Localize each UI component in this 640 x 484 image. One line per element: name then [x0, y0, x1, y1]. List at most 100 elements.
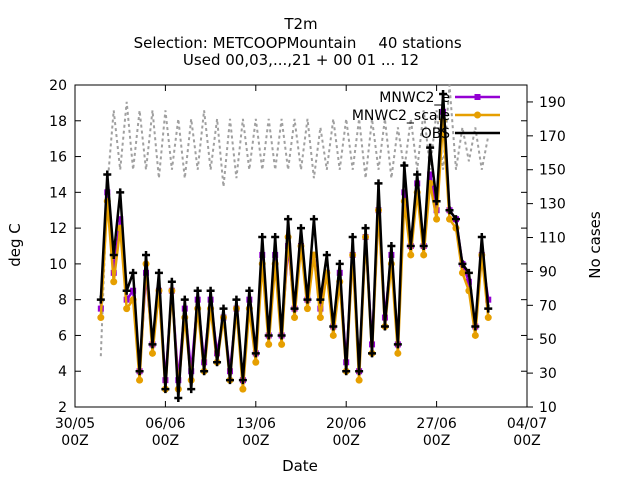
- data-point: [271, 233, 280, 242]
- data-point: [374, 179, 383, 188]
- data-point: [316, 295, 325, 304]
- x-tick-label: 30/05: [55, 416, 95, 432]
- y-axis-label: deg C: [6, 223, 24, 267]
- data-point: [329, 322, 338, 331]
- y-tick-label: 12: [49, 221, 67, 237]
- data-point: [265, 340, 273, 348]
- data-point: [329, 331, 337, 339]
- data-point: [484, 314, 492, 322]
- legend-label: OBS: [421, 126, 450, 142]
- data-point: [445, 206, 454, 215]
- data-point: [303, 295, 312, 304]
- chart-subtitle-used: Used 00,03,...,21 + 00 01 ... 12: [183, 51, 419, 69]
- data-point: [484, 304, 493, 313]
- data-point: [471, 322, 480, 331]
- data-point: [406, 242, 415, 250]
- data-point: [206, 286, 215, 295]
- data-point: [439, 89, 448, 98]
- x-tick-label: 06/06: [145, 416, 185, 432]
- data-point: [387, 242, 396, 250]
- data-point: [309, 215, 318, 224]
- data-point: [103, 170, 112, 179]
- data-point: [225, 376, 234, 385]
- x-tick-sublabel: 00Z: [513, 433, 540, 449]
- data-point: [433, 215, 441, 223]
- y2-tick-label: 110: [539, 231, 566, 247]
- data-point: [117, 216, 124, 223]
- chart-title: T2m: [283, 15, 317, 33]
- data-point: [154, 268, 163, 277]
- legend-label: MNWC2_scale: [352, 108, 450, 124]
- data-point: [148, 340, 157, 349]
- y-tick-label: 14: [49, 185, 67, 201]
- data-point: [174, 394, 183, 403]
- data-point: [200, 367, 209, 376]
- data-point: [400, 161, 409, 170]
- data-point: [420, 251, 428, 259]
- data-point: [129, 268, 138, 277]
- data-point: [116, 188, 125, 197]
- data-point: [427, 171, 434, 178]
- data-point: [252, 358, 260, 366]
- data-point: [135, 367, 144, 376]
- data-point: [251, 349, 260, 358]
- data-point: [464, 268, 473, 277]
- x-axis-label: Date: [282, 457, 318, 475]
- x-tick-label: 04/07: [507, 416, 547, 432]
- x-tick-sublabel: 00Z: [152, 433, 179, 449]
- y-tick-label: 10: [49, 257, 67, 273]
- data-point: [316, 314, 324, 322]
- data-point: [458, 269, 466, 277]
- chart-subtitle-selection: Selection: METCOOPMountain: [134, 34, 357, 52]
- data-point: [355, 367, 364, 376]
- y2-tick-label: 30: [539, 366, 557, 382]
- data-point: [419, 242, 428, 250]
- legend-label: MNWC2_e: [379, 90, 450, 106]
- data-point: [238, 376, 247, 385]
- data-point: [142, 250, 151, 259]
- data-point: [187, 385, 196, 394]
- data-point: [458, 259, 467, 268]
- y-tick-label: 18: [49, 114, 67, 130]
- data-point: [239, 385, 247, 393]
- x-tick-sublabel: 00Z: [423, 433, 450, 449]
- data-point: [471, 331, 479, 339]
- data-point: [148, 349, 156, 357]
- data-point: [393, 340, 402, 349]
- chart-subtitle-stations: 40 stations: [378, 34, 461, 52]
- data-point: [394, 349, 402, 357]
- data-point: [258, 233, 267, 242]
- x-tick-sublabel: 00Z: [242, 433, 269, 449]
- data-point: [361, 224, 370, 233]
- data-point: [277, 331, 286, 340]
- y-tick-label: 4: [58, 364, 67, 380]
- data-point: [219, 304, 228, 313]
- y-tick-label: 16: [49, 150, 67, 166]
- data-point: [109, 250, 118, 259]
- data-point: [432, 197, 441, 206]
- data-point: [264, 331, 273, 340]
- data-point: [290, 304, 299, 313]
- x-tick-label: 13/06: [236, 416, 276, 432]
- y2-tick-label: 70: [539, 298, 557, 314]
- x-tick-label: 20/06: [326, 416, 366, 432]
- data-point: [297, 224, 305, 233]
- data-point: [368, 349, 377, 358]
- data-point: [348, 233, 357, 242]
- data-point: [193, 286, 202, 295]
- y2-tick-label: 170: [539, 129, 566, 145]
- y-tick-label: 8: [58, 293, 67, 309]
- data-point: [180, 295, 189, 304]
- data-point: [161, 385, 170, 394]
- x-tick-sublabel: 00Z: [332, 433, 359, 449]
- plot-frame: [74, 84, 528, 408]
- data-point: [122, 286, 131, 295]
- data-point: [278, 340, 286, 348]
- data-point: [477, 233, 486, 242]
- data-point: [380, 322, 389, 331]
- series-line: [99, 84, 490, 357]
- y2-tick-label: 90: [539, 264, 557, 280]
- y-tick-label: 20: [49, 78, 67, 94]
- plot-area: 2 4 6 8 10 12 14 16 18 20 10 30 50 70 90 110 130 150 170 19…: [49, 78, 566, 449]
- data-point: [446, 215, 454, 223]
